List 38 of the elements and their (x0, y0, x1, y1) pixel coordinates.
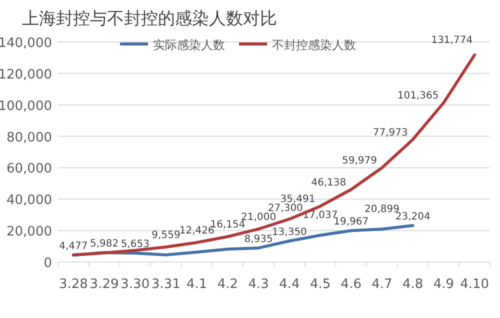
data-label: 5,653 (120, 239, 150, 250)
y-tick-label: 40,000 (6, 193, 52, 208)
data-label: 101,365 (397, 90, 439, 102)
data-label: 19,967 (334, 216, 369, 228)
x-tick-label: 4.4 (279, 277, 300, 292)
data-label: 77,973 (372, 127, 408, 138)
y-tick-label: 120,000 (0, 67, 52, 82)
x-tick-label: 4.7 (372, 277, 392, 292)
legend-label: 实际感染人数 (153, 38, 225, 52)
y-tick-label: 20,000 (6, 224, 52, 240)
x-tick-label: 4.2 (217, 277, 238, 292)
x-tick-label: 4.1 (186, 277, 208, 292)
data-label: 13,350 (272, 227, 307, 238)
x-tick-label: 3.28 (58, 277, 88, 292)
data-label: 131,774 (431, 34, 473, 46)
x-tick-label: 4.9 (433, 277, 454, 292)
y-tick-label: 0 (44, 256, 52, 271)
data-label: 4,477 (59, 240, 88, 252)
y-tick-label: 140,000 (0, 36, 52, 51)
data-label: 8,935 (244, 234, 273, 245)
data-label: 21,000 (241, 212, 276, 223)
data-label: 46,138 (311, 177, 346, 188)
chart-title: 上海封控与不封控的感染人数对比 (22, 9, 277, 29)
y-tick-label: 60,000 (6, 162, 52, 177)
x-tick-label: 4.10 (460, 277, 490, 292)
x-tick-label: 3.30 (120, 277, 150, 292)
legend-label: 不封控感染人数 (272, 38, 356, 52)
data-label: 5,982 (90, 238, 119, 250)
x-tick-label: 4.3 (248, 277, 269, 292)
y-tick-label: 100,000 (0, 98, 52, 114)
data-label: 9,559 (152, 230, 180, 241)
x-tick-label: 3.31 (152, 277, 180, 292)
x-tick-label: 4.6 (340, 277, 362, 292)
x-tick-label: 4.5 (310, 277, 331, 292)
y-tick-label: 80,000 (6, 130, 52, 146)
data-label: 59,979 (342, 156, 377, 167)
x-tick-label: 3.29 (90, 277, 119, 292)
x-tick-label: 4.8 (402, 277, 424, 292)
